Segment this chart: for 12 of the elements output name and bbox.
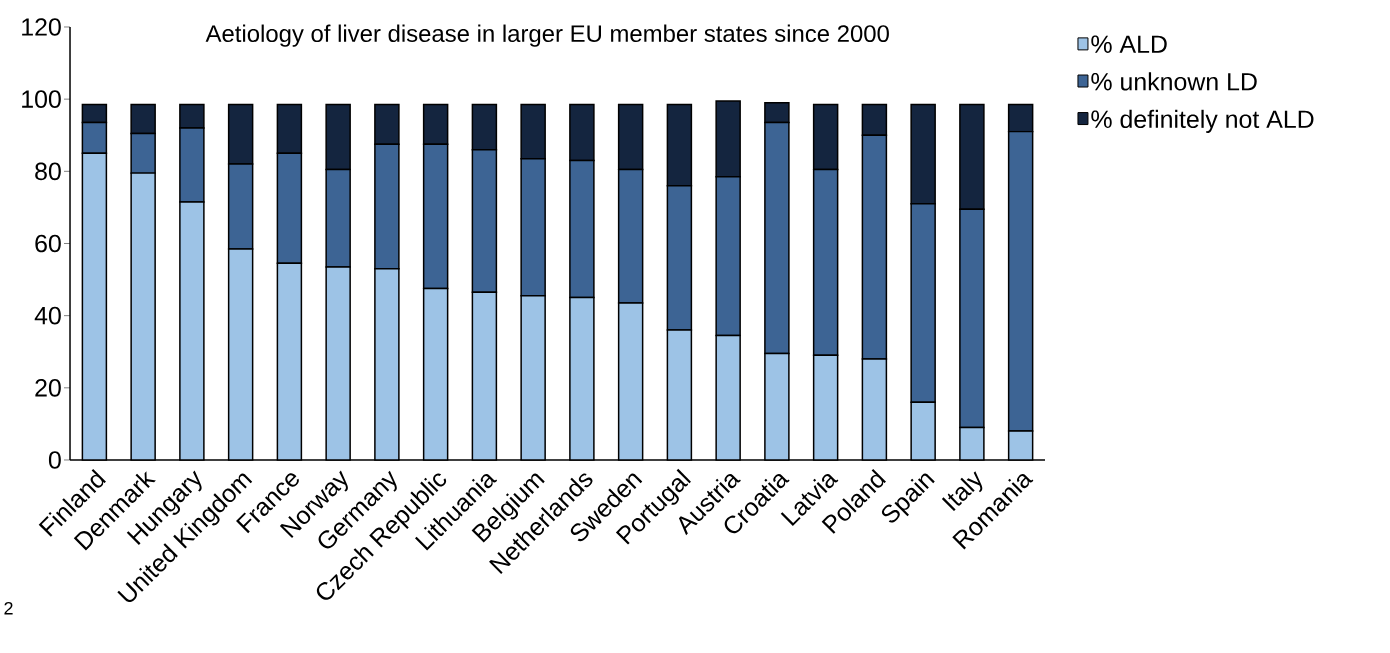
legend-label: % ALD — [1091, 35, 1167, 53]
legend-label: % definitely not ALD — [1091, 109, 1314, 133]
y-tick-label: 100 — [22, 90, 61, 108]
text: 2 — [4, 601, 13, 615]
y-tick-label: 60 — [35, 234, 61, 253]
chart-title: Aetiology of liver disease in larger EU member states since 2000 — [205, 24, 889, 47]
y-tick-label: 80 — [35, 162, 61, 181]
y-tick-label: 20 — [35, 379, 61, 397]
y-tick-label: 0 — [48, 451, 61, 469]
y-tick-label: 40 — [34, 306, 61, 325]
legend-label: % unknown LD — [1091, 72, 1257, 91]
y-tick-label: 120 — [22, 18, 61, 36]
